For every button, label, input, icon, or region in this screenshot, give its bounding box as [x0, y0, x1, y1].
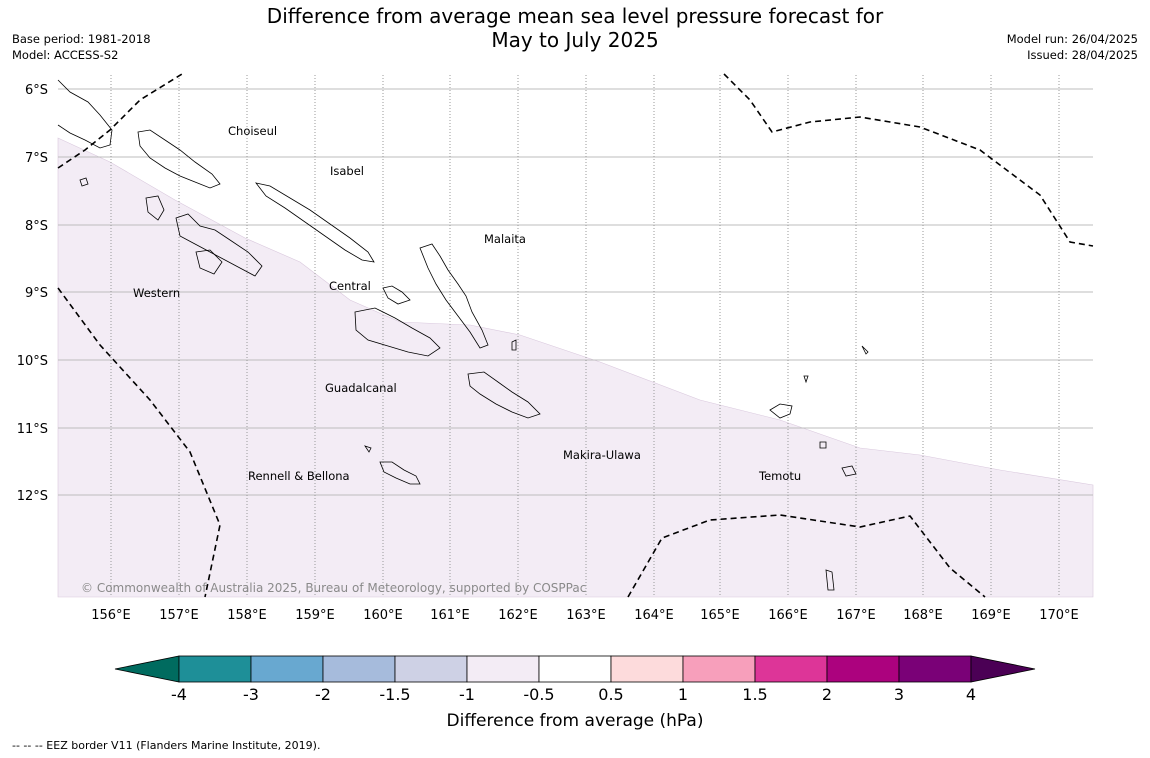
island-small-1: [79, 177, 89, 187]
lat-label: 8°S: [25, 219, 48, 234]
island-choiseul: [137, 129, 221, 189]
region-labels: Choiseul Isabel Malaita Western Central …: [133, 124, 801, 483]
island-vella-lavella: [145, 195, 165, 221]
colorbar-tick: -1: [459, 685, 475, 704]
eez-legend-note: -- -- -- EEZ border V11 (Flanders Marine…: [12, 739, 321, 752]
colorbar-tick: 4: [966, 685, 976, 704]
colorbar-swatch: [826, 655, 900, 683]
lon-gridlines: [110, 75, 1060, 597]
lon-labels: 156°E 157°E 158°E 159°E 160°E 161°E 162°…: [91, 608, 1079, 623]
lon-label: 162°E: [498, 608, 538, 623]
colorbar-tick: 1.5: [742, 685, 767, 704]
lon-label: 163°E: [566, 608, 606, 623]
colorbar-swatch: [610, 655, 684, 683]
model-run-text: Model run: 26/04/2025: [1006, 32, 1138, 46]
lat-gridlines: [58, 88, 1093, 496]
colorbar-tick: -4: [171, 685, 187, 704]
colorbar-title: Difference from average (hPa): [447, 711, 704, 731]
title-line-2: May to July 2025: [491, 28, 659, 52]
island-malaita: [419, 243, 489, 349]
lon-label: 158°E: [227, 608, 267, 623]
colorbar-swatch: [466, 655, 540, 683]
island-florida: [382, 285, 411, 305]
map-title: Difference from average mean sea level p…: [0, 4, 1150, 52]
island-small-7: [803, 375, 809, 384]
island-outlines: [57, 79, 869, 591]
lon-label: 167°E: [836, 608, 876, 623]
lat-label: 12°S: [17, 489, 48, 504]
lat-label: 9°S: [25, 286, 48, 301]
island-vanikoro: [841, 465, 857, 477]
region-label-central: Central: [329, 279, 371, 293]
island-isabel: [255, 182, 375, 263]
base-period-text: Base period: 1981-2018: [12, 32, 151, 46]
colorbar-high-extend: [970, 655, 1036, 683]
lat-label: 6°S: [25, 83, 48, 98]
region-label-choiseul: Choiseul: [228, 124, 277, 138]
island-guadalcanal: [354, 307, 441, 357]
lon-label: 156°E: [91, 608, 131, 623]
lon-label: 157°E: [159, 608, 199, 623]
colorbar-tick: -0.5: [523, 685, 554, 704]
colorbar-ticks: -4 -3 -2 -1.5 -1 -0.5 0.5 1 1.5 2 3 4: [171, 685, 976, 704]
lon-label: 168°E: [903, 608, 943, 623]
lon-label: 169°E: [971, 608, 1011, 623]
island-new-georgia: [175, 213, 263, 277]
colorbar: [114, 655, 1036, 683]
region-label-western: Western: [133, 286, 180, 300]
island-small-5: [364, 445, 372, 453]
colorbar-tick: 1: [678, 685, 688, 704]
island-small-4: [511, 339, 517, 351]
colorbar-swatch: [322, 655, 396, 683]
region-label-malaita: Malaita: [484, 232, 526, 246]
eez-borders: [57, 73, 1094, 598]
island-small-6: [861, 345, 869, 355]
model-text: Model: ACCESS-S2: [12, 48, 119, 62]
lon-label: 160°E: [363, 608, 403, 623]
issued-text: Issued: 28/04/2025: [1027, 48, 1138, 62]
lat-label: 10°S: [17, 354, 48, 369]
lon-label: 164°E: [634, 608, 674, 623]
lat-label: 7°S: [25, 151, 48, 166]
island-small-2: [819, 441, 827, 449]
island-makira: [467, 371, 541, 419]
region-label-makira-ulawa: Makira-Ulawa: [563, 448, 641, 462]
region-label-guadalcanal: Guadalcanal: [325, 381, 397, 395]
colorbar-tick: -3: [243, 685, 259, 704]
colorbar-tick: 2: [822, 685, 832, 704]
colorbar-swatch: [394, 655, 468, 683]
region-label-isabel: Isabel: [330, 164, 364, 178]
island-rendova: [195, 249, 223, 275]
colorbar-tick: 3: [894, 685, 904, 704]
colorbar-swatch: [898, 655, 972, 683]
island-small-3: [825, 569, 835, 591]
region-label-temotu: Temotu: [758, 469, 801, 483]
colorbar-swatch: [178, 655, 252, 683]
meta-right: Model run: 26/04/2025 Issued: 28/04/2025: [1007, 31, 1138, 63]
title-line-1: Difference from average mean sea level p…: [266, 4, 884, 28]
island-bougainville: [57, 79, 113, 149]
lon-label: 161°E: [430, 608, 470, 623]
colorbar-swatch: [538, 655, 612, 683]
colorbar-low-extend: [114, 655, 180, 683]
colorbar-tick: -1.5: [379, 685, 410, 704]
colorbar-swatch: [250, 655, 324, 683]
lat-labels: 6°S 7°S 8°S 9°S 10°S 11°S 12°S: [17, 83, 48, 504]
copyright-text: © Commonwealth of Australia 2025, Bureau…: [81, 581, 586, 595]
colorbar-swatch: [682, 655, 756, 683]
lon-label: 159°E: [295, 608, 335, 623]
colorbar-swatch: [754, 655, 828, 683]
lon-label: 166°E: [768, 608, 808, 623]
region-label-rennell-bellona: Rennell & Bellona: [248, 469, 350, 483]
lon-label: 165°E: [700, 608, 740, 623]
colorbar-tick: 0.5: [598, 685, 623, 704]
lon-label: 170°E: [1039, 608, 1079, 623]
island-santa-cruz: [769, 403, 793, 419]
colorbar-tick: -2: [315, 685, 331, 704]
shaded-region: [57, 137, 1094, 598]
island-rennell: [379, 461, 421, 485]
meta-left: Base period: 1981-2018 Model: ACCESS-S2: [12, 31, 151, 63]
lat-label: 11°S: [17, 422, 48, 437]
